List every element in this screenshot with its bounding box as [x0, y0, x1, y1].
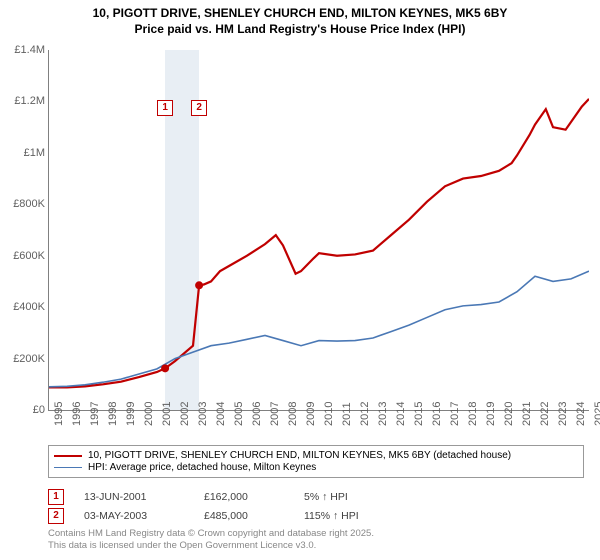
- x-tick-label: 2004: [215, 402, 227, 426]
- sale-marker-box: 1: [157, 100, 173, 116]
- chart-title: 10, PIGOTT DRIVE, SHENLEY CHURCH END, MI…: [0, 0, 600, 37]
- x-tick-label: 2010: [323, 402, 335, 426]
- x-tick-label: 2008: [287, 402, 299, 426]
- sale-pct: 5% ↑ HPI: [304, 491, 424, 503]
- x-tick-label: 2009: [305, 402, 317, 426]
- x-tick-label: 2022: [539, 402, 551, 426]
- series-property: [49, 99, 589, 388]
- footer-line-2: This data is licensed under the Open Gov…: [48, 540, 374, 552]
- x-tick-label: 2019: [485, 402, 497, 426]
- chart-area: £0£200K£400K£600K£800K£1M£1.2M£1.4M19951…: [48, 50, 588, 410]
- sale-row-marker: 1: [48, 489, 64, 505]
- title-line-1: 10, PIGOTT DRIVE, SHENLEY CHURCH END, MI…: [0, 6, 600, 22]
- x-tick-label: 2016: [431, 402, 443, 426]
- legend-swatch-property: [54, 455, 82, 457]
- footer-line-1: Contains HM Land Registry data © Crown c…: [48, 528, 374, 540]
- y-tick-label: £0: [5, 404, 45, 416]
- sale-dot: [161, 364, 169, 372]
- chart-svg: [49, 50, 589, 410]
- y-tick-label: £1.4M: [5, 44, 45, 56]
- x-tick-label: 2012: [359, 402, 371, 426]
- x-tick-label: 2018: [467, 402, 479, 426]
- y-tick-label: £800K: [5, 198, 45, 210]
- x-tick-label: 2001: [161, 402, 173, 426]
- y-tick-label: £1M: [5, 147, 45, 159]
- legend-row-property: 10, PIGOTT DRIVE, SHENLEY CHURCH END, MI…: [54, 450, 578, 461]
- x-tick-label: 2011: [341, 402, 353, 426]
- x-tick-label: 1996: [71, 402, 83, 426]
- x-tick-label: 2021: [521, 402, 533, 426]
- x-tick-label: 2015: [413, 402, 425, 426]
- sale-row: 1 13-JUN-2001£162,0005% ↑ HPI: [48, 489, 584, 505]
- x-tick-label: 2014: [395, 402, 407, 426]
- x-tick-label: 1995: [53, 402, 65, 426]
- sale-pct: 115% ↑ HPI: [304, 510, 424, 522]
- legend-row-hpi: HPI: Average price, detached house, Milt…: [54, 462, 578, 473]
- x-tick-label: 2005: [233, 402, 245, 426]
- x-tick-label: 2013: [377, 402, 389, 426]
- x-tick-label: 2003: [197, 402, 209, 426]
- sale-date: 13-JUN-2001: [84, 491, 204, 503]
- y-tick-label: £1.2M: [5, 95, 45, 107]
- sale-date: 03-MAY-2003: [84, 510, 204, 522]
- x-tick-label: 2002: [179, 402, 191, 426]
- y-tick-label: £200K: [5, 353, 45, 365]
- sales-block: 1 13-JUN-2001£162,0005% ↑ HPI 2 03-MAY-2003…: [48, 486, 584, 527]
- x-tick-label: 1999: [125, 402, 137, 426]
- footer: Contains HM Land Registry data © Crown c…: [48, 528, 374, 553]
- sale-price: £162,000: [204, 491, 304, 503]
- sale-dot: [195, 281, 203, 289]
- sale-row: 2 03-MAY-2003£485,000115% ↑ HPI: [48, 508, 584, 524]
- title-line-2: Price paid vs. HM Land Registry's House …: [0, 22, 600, 38]
- legend-swatch-hpi: [54, 467, 82, 468]
- x-tick-label: 2023: [557, 402, 569, 426]
- x-tick-label: 2007: [269, 402, 281, 426]
- legend-label-property: 10, PIGOTT DRIVE, SHENLEY CHURCH END, MI…: [88, 450, 511, 461]
- x-tick-label: 2017: [449, 402, 461, 426]
- x-tick-label: 2000: [143, 402, 155, 426]
- series-hpi: [49, 271, 589, 387]
- legend: 10, PIGOTT DRIVE, SHENLEY CHURCH END, MI…: [48, 445, 584, 478]
- sale-row-marker: 2: [48, 508, 64, 524]
- y-tick-label: £400K: [5, 301, 45, 313]
- sale-marker-box: 2: [191, 100, 207, 116]
- x-tick-label: 2020: [503, 402, 515, 426]
- legend-label-hpi: HPI: Average price, detached house, Milt…: [88, 462, 316, 473]
- x-tick-label: 1998: [107, 402, 119, 426]
- x-tick-label: 2006: [251, 402, 263, 426]
- x-tick-label: 2024: [575, 402, 587, 426]
- plot: £0£200K£400K£600K£800K£1M£1.2M£1.4M19951…: [48, 50, 589, 411]
- sale-price: £485,000: [204, 510, 304, 522]
- x-tick-label: 1997: [89, 402, 101, 426]
- y-tick-label: £600K: [5, 250, 45, 262]
- x-tick-label: 2025: [593, 402, 600, 426]
